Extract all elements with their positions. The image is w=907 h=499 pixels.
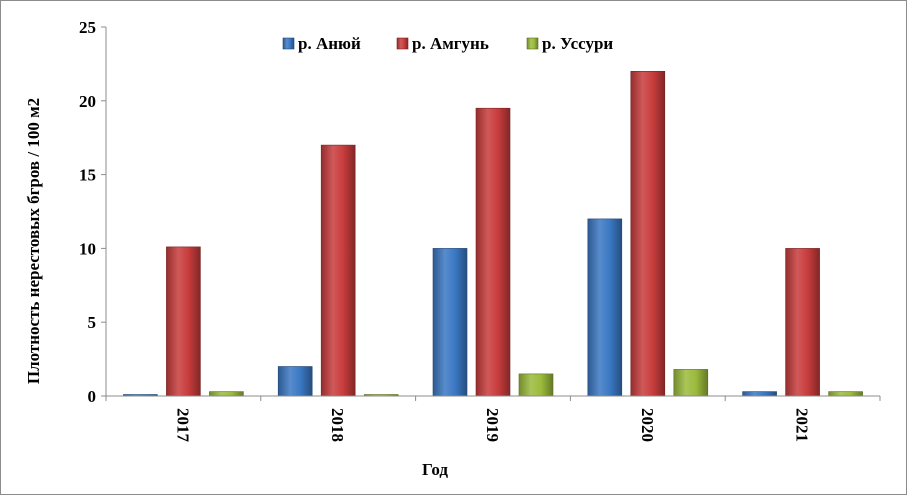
y-axis-label: Плотность нерестовых бгров / 100 м2 — [24, 98, 43, 384]
bar — [630, 71, 666, 397]
axes-group: 0 5 10 15 20 25 2017 2018 2019 2020 2021 — [79, 18, 881, 443]
x-tick-label: 2020 — [638, 408, 657, 442]
bar — [320, 144, 356, 397]
legend-label: р. Анюй — [298, 34, 361, 53]
bar — [785, 248, 820, 397]
bar — [209, 391, 244, 397]
legend: р. Анюй р. Амгунь р. Уссури — [282, 34, 613, 53]
y-tick-label: 0 — [88, 387, 97, 406]
x-tick-label: 2017 — [173, 408, 192, 443]
legend-swatch — [282, 37, 295, 50]
x-tick-label: 2021 — [793, 408, 812, 442]
y-tick-label: 15 — [79, 166, 96, 185]
y-tick-label: 5 — [88, 313, 97, 332]
bar — [828, 391, 863, 397]
bar — [277, 366, 313, 397]
x-tick-label: 2018 — [328, 408, 347, 442]
bar — [742, 391, 777, 397]
bar — [475, 107, 511, 397]
bar — [518, 373, 554, 397]
x-tick-label: 2019 — [483, 408, 502, 442]
bar — [587, 218, 623, 397]
bar — [166, 246, 201, 397]
legend-label: р. Уссури — [542, 34, 613, 53]
bar — [673, 369, 709, 397]
bar — [432, 248, 468, 397]
legend-swatch — [526, 37, 539, 50]
y-tick-label: 20 — [79, 92, 96, 111]
legend-label: р. Амгунь — [412, 34, 489, 53]
x-axis-label: Год — [422, 460, 448, 479]
bars-group — [123, 71, 863, 397]
y-tick-label: 10 — [79, 239, 96, 258]
y-tick-label: 25 — [79, 18, 96, 37]
legend-swatch — [396, 37, 409, 50]
